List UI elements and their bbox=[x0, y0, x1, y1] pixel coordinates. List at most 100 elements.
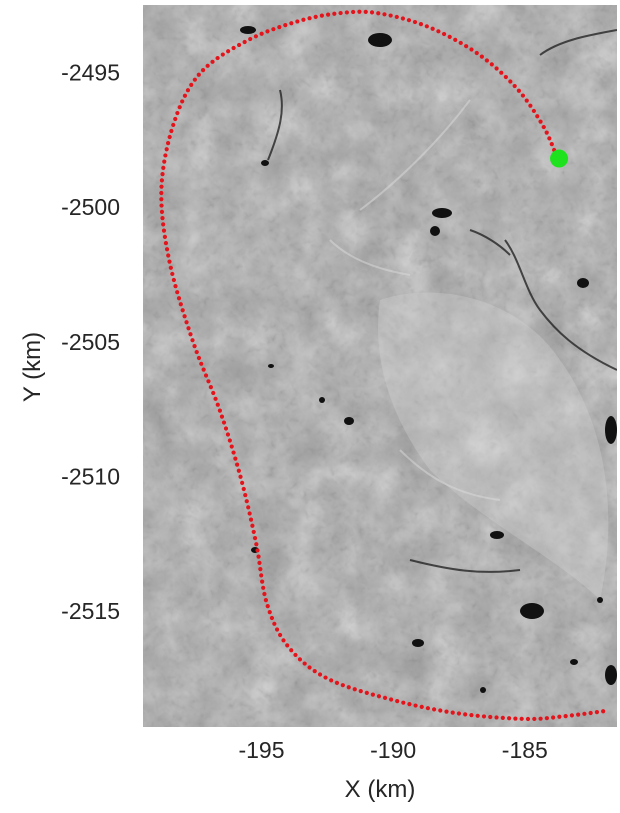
track-point bbox=[323, 675, 328, 680]
track-point bbox=[213, 396, 218, 401]
track-point bbox=[307, 665, 312, 670]
y-axis-label: Y (km) bbox=[19, 332, 46, 402]
track-point bbox=[236, 468, 241, 473]
track-point bbox=[246, 505, 251, 510]
track-point bbox=[582, 711, 587, 716]
track-point bbox=[164, 147, 169, 152]
track-point bbox=[238, 474, 243, 479]
track-point bbox=[494, 715, 499, 720]
track-point bbox=[160, 216, 165, 221]
track-point bbox=[376, 694, 382, 699]
x-tick-label: -190 bbox=[370, 737, 416, 763]
track-point bbox=[235, 462, 240, 467]
track-point bbox=[180, 99, 185, 104]
track-point bbox=[173, 284, 178, 289]
track-point bbox=[256, 554, 261, 559]
track-point bbox=[358, 689, 363, 694]
track-point bbox=[252, 535, 258, 541]
track-point bbox=[175, 110, 180, 116]
track-point bbox=[469, 47, 474, 52]
track-point bbox=[262, 591, 267, 597]
track-point bbox=[531, 108, 536, 114]
track-point bbox=[248, 517, 254, 522]
track-point bbox=[382, 695, 388, 700]
marker-layer bbox=[550, 149, 569, 168]
track-point bbox=[424, 24, 429, 29]
track-point bbox=[293, 652, 298, 658]
track-point bbox=[159, 190, 164, 196]
track-point bbox=[351, 9, 356, 15]
track-layer bbox=[159, 9, 606, 722]
track-point bbox=[272, 621, 277, 626]
track-point bbox=[295, 19, 300, 24]
track-point bbox=[231, 450, 236, 455]
track-point bbox=[186, 326, 191, 331]
track-point bbox=[217, 408, 223, 413]
track-point bbox=[447, 34, 452, 39]
track-point bbox=[281, 638, 286, 643]
y-tick-label: -2495 bbox=[61, 59, 120, 85]
x-tick-label: -195 bbox=[238, 737, 284, 763]
track-point bbox=[285, 643, 290, 648]
track-point bbox=[512, 83, 517, 89]
track-point bbox=[215, 402, 220, 407]
background-image bbox=[143, 5, 617, 727]
track-point bbox=[188, 332, 193, 337]
track-point bbox=[196, 355, 202, 361]
track-point bbox=[225, 432, 231, 437]
y-tick-label: -2505 bbox=[61, 329, 120, 355]
track-point bbox=[601, 709, 606, 714]
track-point bbox=[159, 203, 164, 208]
track-point bbox=[464, 44, 469, 49]
track-point bbox=[219, 414, 225, 419]
track-point bbox=[175, 290, 180, 295]
track-point bbox=[271, 27, 276, 32]
track-point bbox=[169, 128, 174, 134]
track-point bbox=[194, 349, 199, 355]
track-point bbox=[180, 308, 185, 313]
track-point bbox=[450, 710, 455, 715]
track-point bbox=[240, 480, 245, 485]
track-point bbox=[475, 713, 480, 718]
track-point bbox=[205, 63, 210, 68]
track-point bbox=[363, 9, 368, 14]
track-point bbox=[334, 680, 340, 685]
track-point bbox=[520, 93, 526, 98]
track-point bbox=[456, 711, 462, 716]
track-point bbox=[431, 707, 437, 712]
track-point bbox=[184, 320, 189, 325]
track-point bbox=[340, 683, 345, 688]
track-point bbox=[474, 50, 479, 56]
track-point bbox=[364, 690, 369, 695]
track-point bbox=[159, 209, 165, 214]
track-point bbox=[484, 58, 489, 63]
track-point bbox=[243, 492, 248, 498]
track-point bbox=[221, 420, 227, 425]
track-point bbox=[161, 222, 166, 227]
track-point bbox=[203, 373, 209, 378]
track-point bbox=[538, 119, 543, 124]
track-point bbox=[388, 13, 393, 18]
track-point bbox=[319, 13, 324, 18]
track-point bbox=[161, 228, 167, 233]
track-point bbox=[190, 338, 195, 343]
track-point bbox=[508, 79, 513, 84]
track-point bbox=[223, 426, 229, 431]
track-point bbox=[438, 708, 443, 713]
x-axis-label: X (km) bbox=[345, 776, 416, 803]
track-point bbox=[164, 247, 170, 252]
track-point bbox=[436, 29, 441, 34]
track-point bbox=[185, 88, 191, 93]
track-point bbox=[192, 77, 197, 82]
track-point bbox=[430, 26, 435, 31]
track-point bbox=[312, 669, 317, 674]
track-point bbox=[160, 172, 165, 177]
track-point bbox=[369, 10, 375, 15]
track-point bbox=[557, 714, 562, 719]
x-tick-label: -185 bbox=[502, 737, 548, 763]
track-point bbox=[261, 585, 266, 590]
track-point bbox=[257, 560, 262, 565]
track-point bbox=[395, 699, 400, 704]
track-point bbox=[370, 692, 375, 697]
